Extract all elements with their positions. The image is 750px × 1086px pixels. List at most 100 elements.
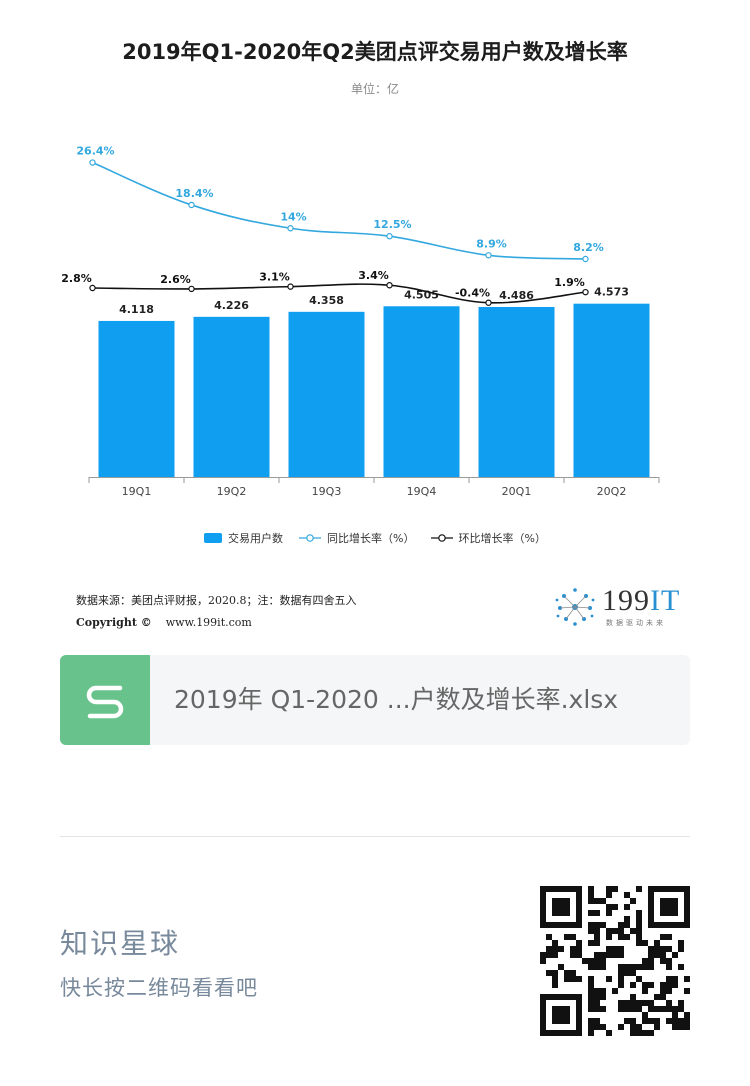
- bar-19Q3: [288, 311, 365, 477]
- qr-module: [678, 946, 684, 952]
- qr-module: [570, 994, 576, 1000]
- qr-module: [570, 1030, 576, 1036]
- bar-20Q2: [573, 303, 650, 477]
- x-tick-label: 19Q2: [217, 485, 247, 498]
- qr-module: [612, 952, 618, 958]
- qr-module: [672, 904, 678, 910]
- qr-module: [576, 994, 582, 1000]
- qr-code[interactable]: [540, 886, 690, 1036]
- qr-module: [630, 1024, 636, 1030]
- qr-module: [624, 934, 630, 940]
- qr-module: [564, 970, 570, 976]
- qr-module: [648, 1006, 654, 1012]
- qr-module: [666, 958, 672, 964]
- qr-module: [594, 910, 600, 916]
- qr-module: [612, 988, 618, 994]
- qr-module: [618, 1000, 624, 1006]
- qr-module: [654, 1006, 660, 1012]
- qr-module: [654, 1018, 660, 1024]
- qr-module: [540, 916, 546, 922]
- qr-module: [540, 1018, 546, 1024]
- qr-module: [588, 1006, 594, 1012]
- qr-module: [594, 964, 600, 970]
- file-attachment-card[interactable]: 2019年 Q1-2020 ...户数及增长率.xlsx: [60, 655, 690, 745]
- qr-module: [606, 910, 612, 916]
- qr-module: [588, 928, 594, 934]
- qr-module: [612, 946, 618, 952]
- qr-module: [678, 1018, 684, 1024]
- qr-module: [642, 1030, 648, 1036]
- qr-module: [564, 1012, 570, 1018]
- qr-module: [666, 910, 672, 916]
- qr-module: [636, 922, 642, 928]
- qr-module: [624, 916, 630, 922]
- qr-module: [648, 886, 654, 892]
- qr-module: [606, 952, 612, 958]
- qr-module: [552, 994, 558, 1000]
- qr-module: [630, 928, 636, 934]
- qr-module: [552, 970, 558, 976]
- qr-module: [552, 952, 558, 958]
- qr-module: [666, 1006, 672, 1012]
- qr-module: [612, 928, 618, 934]
- qr-module: [666, 898, 672, 904]
- qr-module: [540, 898, 546, 904]
- qr-module: [564, 898, 570, 904]
- qr-module: [600, 964, 606, 970]
- qr-module: [600, 898, 606, 904]
- qr-module: [600, 1024, 606, 1030]
- chart-title: 2019年Q1-2020年Q2美团点评交易用户数及增长率: [122, 40, 628, 64]
- qr-module: [606, 886, 612, 892]
- qr-module: [672, 898, 678, 904]
- legend-item-bar: 交易用户数: [204, 530, 283, 546]
- qr-module: [564, 886, 570, 892]
- qr-module: [600, 958, 606, 964]
- qr-module: [552, 904, 558, 910]
- qoq-point: [386, 282, 393, 289]
- qr-module: [684, 1012, 690, 1018]
- qr-module: [660, 958, 666, 964]
- bar-value-label: 4.573: [594, 286, 629, 299]
- qr-module: [540, 904, 546, 910]
- yoy-value-label: 12.5%: [373, 218, 411, 231]
- qr-module: [642, 940, 648, 946]
- qr-module: [684, 976, 690, 982]
- qr-module: [576, 904, 582, 910]
- qr-module: [648, 904, 654, 910]
- bar-value-label: 4.505: [404, 288, 439, 301]
- qr-module: [654, 886, 660, 892]
- qr-module: [666, 988, 672, 994]
- qr-module: [636, 976, 642, 982]
- qr-module: [540, 910, 546, 916]
- qr-module: [570, 976, 576, 982]
- qr-module: [552, 910, 558, 916]
- yoy-point: [188, 201, 195, 209]
- qr-module: [642, 982, 648, 988]
- bar-19Q1: [98, 320, 175, 477]
- qr-module: [642, 1018, 648, 1024]
- qr-module: [594, 928, 600, 934]
- qr-module: [660, 994, 666, 1000]
- yoy-point: [485, 252, 492, 259]
- logo-199it: 199IT 数据驱动未来: [552, 582, 682, 632]
- yoy-value-label: 8.2%: [573, 241, 604, 254]
- qoq-point: [582, 288, 589, 296]
- qr-module: [636, 928, 642, 934]
- qr-module: [666, 904, 672, 910]
- qr-module: [570, 970, 576, 976]
- qr-module: [558, 922, 564, 928]
- qr-module: [558, 898, 564, 904]
- qr-module: [624, 1018, 630, 1024]
- qr-module: [648, 892, 654, 898]
- qr-module: [576, 1006, 582, 1012]
- qr-module: [600, 988, 606, 994]
- bar-19Q2: [193, 316, 270, 477]
- qr-module: [600, 994, 606, 1000]
- section-divider: [60, 836, 690, 837]
- qr-module: [648, 952, 654, 958]
- qr-module: [564, 1018, 570, 1024]
- qr-module: [636, 1000, 642, 1006]
- qr-module: [540, 1024, 546, 1030]
- logo-wordmark: 199IT: [602, 584, 680, 618]
- qr-module: [672, 886, 678, 892]
